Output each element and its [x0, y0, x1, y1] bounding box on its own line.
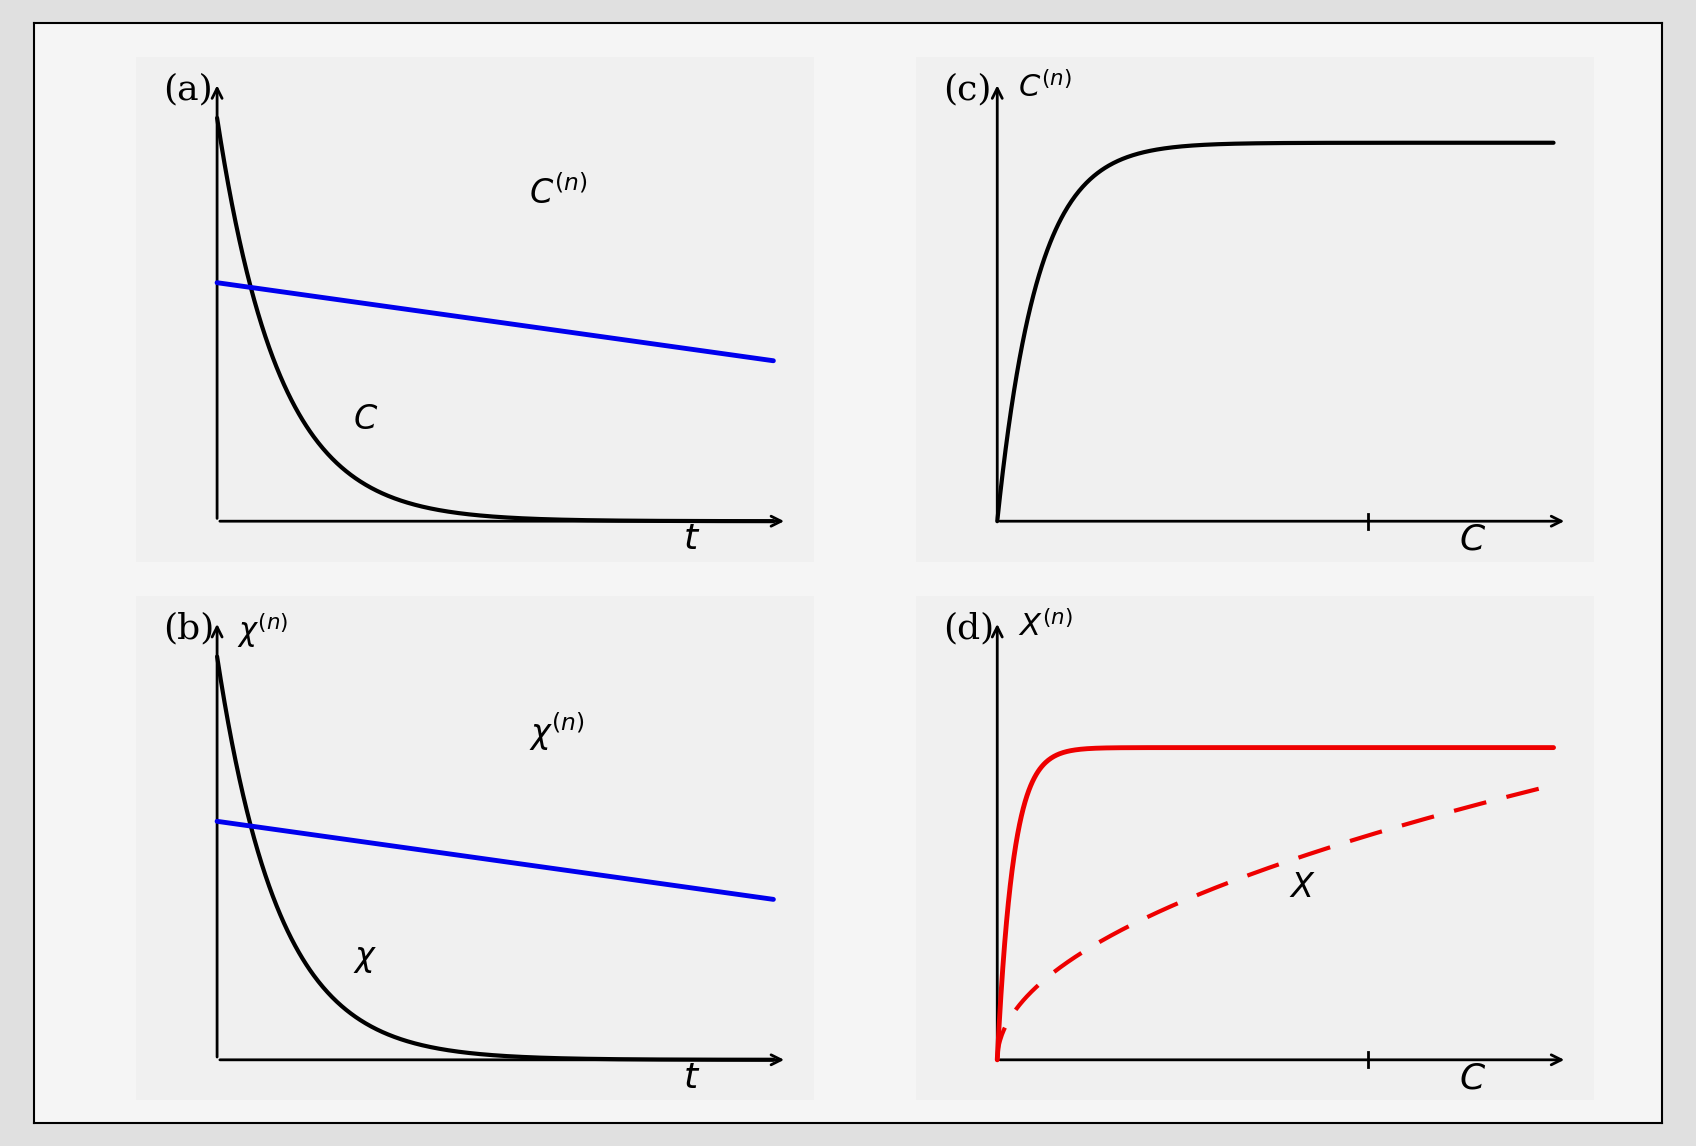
Text: $C^{(n)}$: $C^{(n)}$: [1018, 72, 1072, 104]
Text: (d): (d): [943, 611, 994, 645]
Text: $\chi^{(n)}$: $\chi^{(n)}$: [529, 711, 585, 753]
Text: (b): (b): [163, 611, 214, 645]
Text: $t$: $t$: [683, 523, 700, 557]
Text: $X$: $X$: [1289, 872, 1316, 904]
Text: $C$: $C$: [1459, 523, 1486, 557]
Text: $C$: $C$: [1459, 1061, 1486, 1096]
Text: $\chi$: $\chi$: [353, 943, 377, 975]
Text: (a): (a): [163, 72, 212, 107]
Text: (c): (c): [943, 72, 992, 107]
Text: $\chi^{(n)}$: $\chi^{(n)}$: [237, 611, 288, 650]
Text: $X^{(n)}$: $X^{(n)}$: [1018, 611, 1072, 643]
Text: $t$: $t$: [683, 1061, 700, 1096]
Text: $C^{(n)}$: $C^{(n)}$: [529, 175, 589, 211]
Text: $C$: $C$: [353, 405, 378, 437]
